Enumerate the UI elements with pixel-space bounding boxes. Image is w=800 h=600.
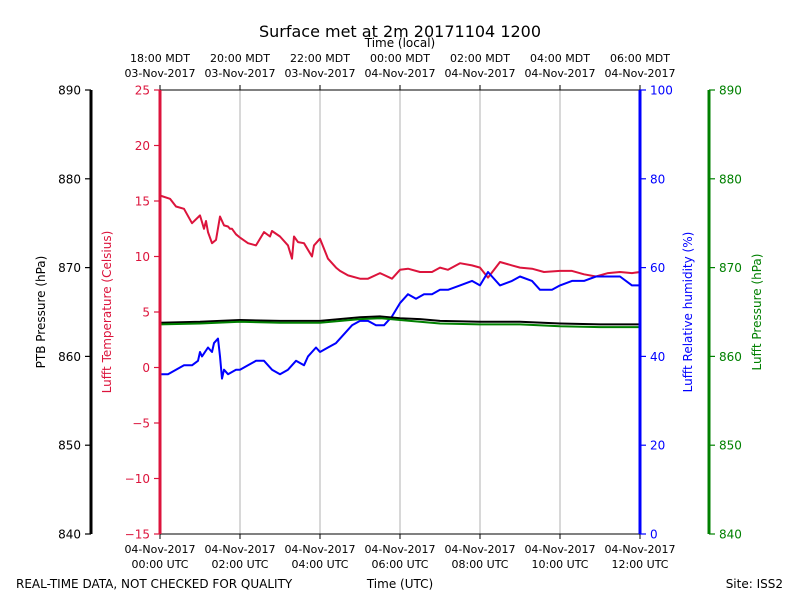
top-tick-label: 18:00 MDT [130,52,190,65]
humidity-axis-tick-label: 80 [650,172,665,186]
top-tick-label: 03-Nov-2017 [124,67,195,80]
humidity-axis-tick-label: 100 [650,84,673,98]
bottom-tick-label: 04-Nov-2017 [284,543,355,556]
top-tick-label: 04:00 MDT [530,52,590,65]
temperature-axis-tick-label: 15 [135,195,150,209]
lufft-pressure-line [159,317,640,329]
chart-title: Surface met at 2m 20171104 1200 [259,22,541,41]
bottom-axis-label: Time (UTC) [366,577,433,591]
bottom-tick-label: 04-Nov-2017 [444,543,515,556]
bottom-tick-label: 04-Nov-2017 [124,543,195,556]
lufft-relative-humidity-line [160,271,640,380]
lufft-temperature-line [159,194,641,280]
temperature-axis-tick-label: 25 [135,84,150,98]
temperature-axis-tick-label: 0 [142,361,150,375]
lufft-pressure-axis-tick-label: 890 [719,84,742,98]
bottom-tick-label: 04-Nov-2017 [524,543,595,556]
ptb-pressure-axis-tick-label: 890 [58,84,81,98]
temperature-axis-tick-label: −5 [132,417,150,431]
series-layer [159,194,641,380]
temperature-axis-tick-label: 20 [135,139,150,153]
lufft-pressure-axis-tick-label: 850 [719,439,742,453]
bottom-tick-label: 04-Nov-2017 [204,543,275,556]
bottom-tick-label: 06:00 UTC [371,558,428,571]
lufft-pressure-axis-tick-label: 840 [719,528,742,542]
grid-layer [239,90,561,534]
ptb-pressure-axis-tick-label: 870 [58,261,81,275]
top-tick-label: 04-Nov-2017 [604,67,675,80]
ptb-pressure-axis-tick-label: 840 [58,528,81,542]
ptb-pressure-line [159,315,640,326]
bottom-tick-label: 04-Nov-2017 [604,543,675,556]
lufft-pressure-axis-tick-label: 870 [719,261,742,275]
top-tick-label: 03-Nov-2017 [284,67,355,80]
top-tick-label: 06:00 MDT [610,52,670,65]
top-axis-label: Time (local) [364,36,436,50]
humidity-axis-tick-label: 60 [650,261,665,275]
temperature-axis-tick-label: −10 [125,472,150,486]
ptb-pressure-axis-tick-label: 860 [58,350,81,364]
lufft-pressure-axis-tick-label: 880 [719,172,742,186]
top-tick-label: 00:00 MDT [370,52,430,65]
humidity-axis-label: Lufft Relative humidity (%) [681,232,695,393]
site-label: Site: ISS2 [726,577,783,591]
bottom-tick-label: 02:00 UTC [211,558,268,571]
temperature-axis-label: Lufft Temperature (Celsius) [100,231,114,394]
bottom-tick-label: 00:00 UTC [131,558,188,571]
footer-quality-note: REAL-TIME DATA, NOT CHECKED FOR QUALITY [16,577,293,591]
bottom-tick-label: 12:00 UTC [611,558,668,571]
top-tick-label: 04-Nov-2017 [364,67,435,80]
top-tick-label: 20:00 MDT [210,52,270,65]
ptb-pressure-axis-tick-label: 850 [58,439,81,453]
lufft-pressure-axis-tick-label: 860 [719,350,742,364]
ptb-pressure-axis-label: PTB Pressure (hPa) [34,256,48,369]
temperature-axis-tick-label: 5 [142,306,150,320]
top-tick-label: 03-Nov-2017 [204,67,275,80]
bottom-tick-label: 04-Nov-2017 [364,543,435,556]
humidity-axis-tick-label: 40 [650,350,665,364]
ptb-pressure-axis-tick-label: 880 [58,172,81,186]
top-tick-label: 04-Nov-2017 [444,67,515,80]
axis-layer: 04-Nov-2017 00:00 UTC 04-Nov-2017 02:00 UTC… [58,52,742,571]
top-tick-label: 02:00 MDT [450,52,510,65]
bottom-tick-label: 10:00 UTC [531,558,588,571]
bottom-tick-label: 08:00 UTC [451,558,508,571]
bottom-tick-label: 04:00 UTC [291,558,348,571]
top-tick-label: 04-Nov-2017 [524,67,595,80]
top-tick-label: 22:00 MDT [290,52,350,65]
temperature-axis-tick-label: 10 [135,250,150,264]
humidity-axis-tick-label: 0 [650,528,658,542]
lufft-pressure-axis-label: Lufft Pressure (hPa) [750,254,764,371]
temperature-axis-tick-label: −15 [125,528,150,542]
humidity-axis-tick-label: 20 [650,439,665,453]
